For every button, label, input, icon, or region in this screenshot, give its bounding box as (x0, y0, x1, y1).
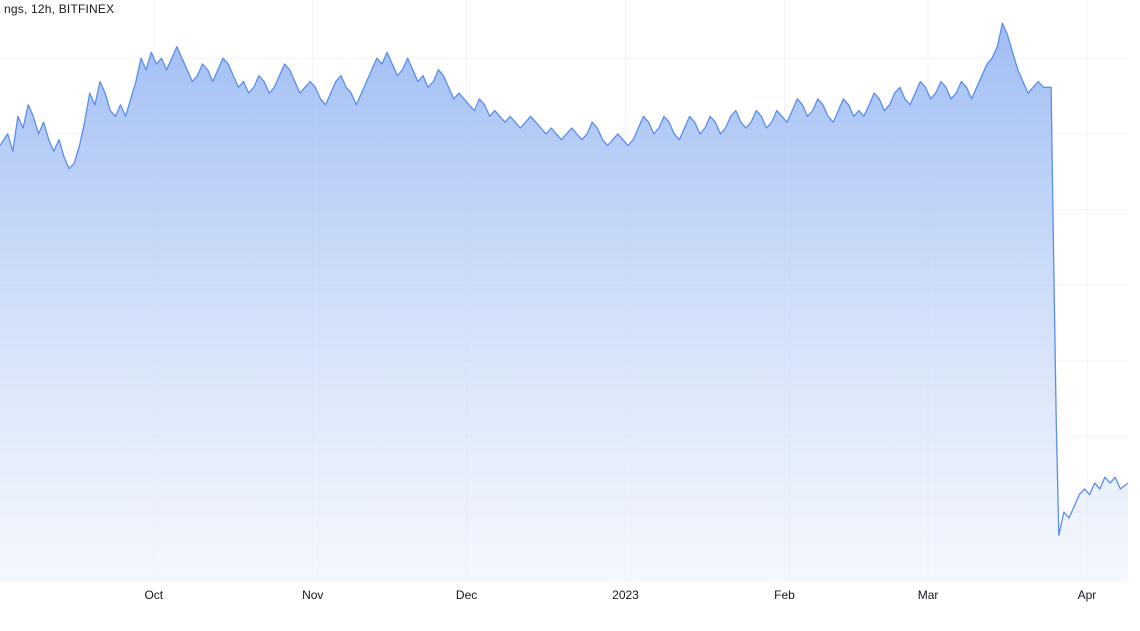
x-tick-label: 2023 (612, 588, 639, 602)
x-tick-label: Oct (144, 588, 163, 602)
price-chart[interactable] (0, 0, 1140, 631)
x-tick-label: Dec (456, 588, 477, 602)
x-tick-label: Mar (918, 588, 939, 602)
chart-title: ngs, 12h, BITFINEX (0, 0, 118, 18)
x-tick-label: Feb (774, 588, 795, 602)
x-tick-label: Apr (1078, 588, 1097, 602)
x-tick-label: Nov (302, 588, 323, 602)
